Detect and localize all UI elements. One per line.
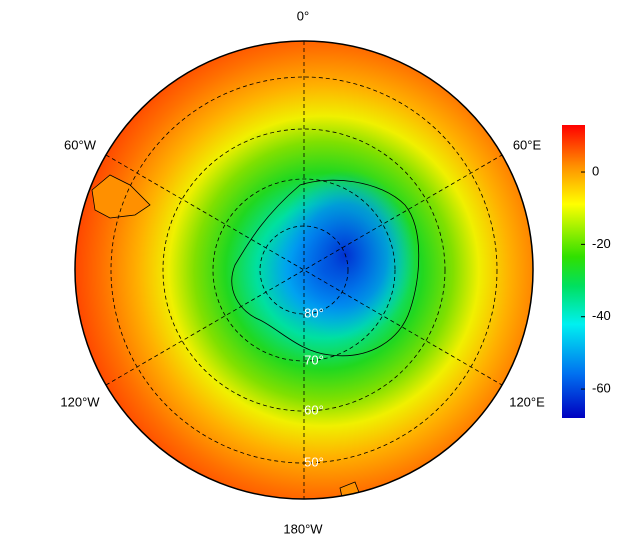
- colorbar-tick-label: 0: [592, 163, 599, 178]
- graticule: [105, 41, 503, 499]
- lon-label: 180°W: [283, 521, 323, 536]
- lat-label: 70°: [304, 352, 324, 367]
- colorbar: [562, 125, 585, 418]
- colorbar-axis: 0 -20 -40 -60: [581, 163, 611, 395]
- lat-label: 50°: [304, 454, 324, 469]
- lon-label: 120°W: [60, 394, 100, 409]
- colorbar-tick-label: -20: [592, 236, 611, 251]
- lon-label: 120°E: [509, 394, 545, 409]
- map-border: [74, 40, 534, 500]
- lat-label: 60°: [304, 402, 324, 417]
- temperature-field: [75, 41, 533, 499]
- lon-label: 60°E: [513, 137, 542, 152]
- colorbar-tick-label: -60: [592, 380, 611, 395]
- colorbar-tick-label: -40: [592, 308, 611, 323]
- lat-label: 80°: [304, 305, 324, 320]
- lon-label: 0°: [297, 8, 309, 23]
- lon-label: 60°W: [64, 137, 97, 152]
